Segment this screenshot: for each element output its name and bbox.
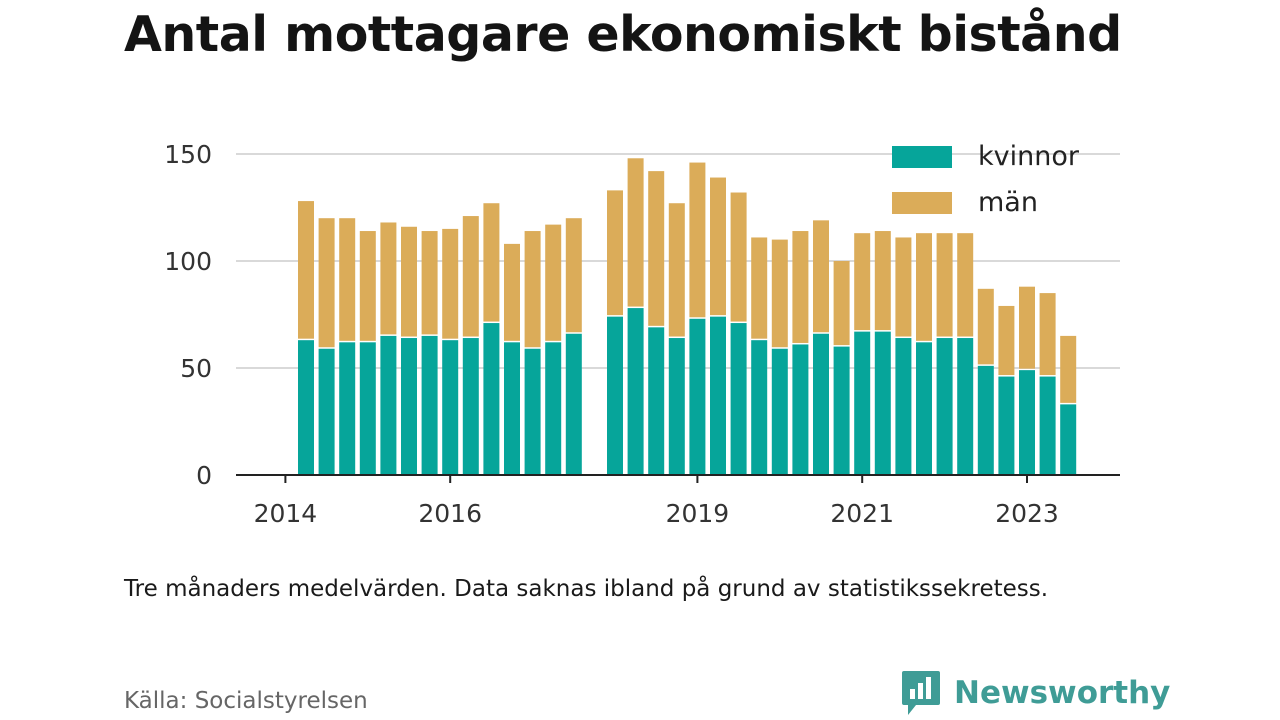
bar-kvinnor (298, 340, 314, 475)
y-tick-labels: 0 50 100 150 (164, 140, 212, 490)
bar-män (998, 305, 1015, 376)
bar-kvinnor (648, 327, 665, 475)
bar-män (318, 218, 335, 348)
bar-kvinnor (936, 338, 953, 475)
bar-kvinnor (627, 308, 644, 475)
bar-kvinnor (1019, 370, 1035, 475)
bar-män (689, 162, 706, 318)
bar-män (565, 218, 582, 333)
bar-män (977, 288, 994, 365)
bar-kvinnor (421, 335, 438, 475)
legend: kvinnor män (892, 141, 1080, 218)
bar-kvinnor (359, 342, 376, 475)
x-tick-label: 2014 (254, 499, 318, 528)
source-label: Källa: Socialstyrelsen (124, 688, 368, 714)
bar-män (710, 177, 726, 316)
bars (298, 158, 1077, 475)
bar-kvinnor (710, 316, 726, 475)
x-tick-label: 2016 (418, 499, 482, 528)
bar-män (483, 203, 500, 322)
bar-kvinnor (607, 316, 623, 475)
bar-kvinnor (957, 338, 974, 475)
chart-note: Tre månaders medelvärden. Data saknas ib… (124, 576, 1049, 602)
bar-kvinnor (483, 323, 500, 475)
x-tick-labels: 2014 2016 2019 2021 2023 (254, 475, 1059, 528)
bar-män (359, 231, 376, 341)
bar-män (771, 239, 788, 348)
bar-kvinnor (689, 318, 706, 475)
brand-name: Newsworthy (954, 675, 1171, 711)
bar-kvinnor (668, 338, 685, 475)
bar-kvinnor (1039, 376, 1056, 475)
bar-män (380, 222, 397, 335)
bar-män (854, 233, 871, 331)
bar-kvinnor (895, 338, 912, 475)
bar-kvinnor (751, 340, 768, 475)
bar-kvinnor (833, 346, 850, 475)
bar-män (504, 243, 520, 341)
bar-män (936, 233, 953, 337)
y-tick-label: 100 (164, 247, 212, 276)
bar-män (627, 158, 644, 307)
bar-män (792, 231, 809, 343)
bar-män (668, 203, 685, 337)
bar-kvinnor (565, 333, 582, 475)
bar-män (813, 220, 829, 333)
bar-kvinnor (318, 348, 335, 475)
bar-män (607, 190, 623, 316)
bar-kvinnor (792, 344, 809, 475)
bar-kvinnor (813, 333, 829, 475)
bar-män (751, 237, 768, 339)
bar-män (401, 226, 417, 337)
bar-män (895, 237, 912, 337)
newsworthy-logo-icon (902, 671, 940, 715)
bar-män (298, 201, 314, 339)
chart-title: Antal mottagare ekonomiskt bistånd (124, 6, 1122, 63)
bar-kvinnor (401, 338, 417, 475)
bar-kvinnor (1060, 404, 1077, 475)
legend-label-kvinnor: kvinnor (978, 141, 1080, 172)
bar-män (916, 233, 932, 341)
bar-män (1019, 286, 1035, 369)
bar-kvinnor (504, 342, 520, 475)
bar-män (421, 231, 438, 335)
y-tick-label: 0 (196, 461, 212, 490)
x-tick-label: 2021 (830, 499, 894, 528)
bar-kvinnor (977, 365, 994, 475)
bar-män (545, 224, 562, 341)
bar-män (524, 231, 541, 348)
bar-män (833, 261, 850, 346)
bar-kvinnor (380, 335, 397, 475)
bar-kvinnor (524, 348, 541, 475)
bar-män (442, 228, 459, 339)
legend-label-män: män (978, 187, 1038, 218)
bar-kvinnor (854, 331, 871, 475)
legend-swatch-män (892, 192, 952, 214)
y-tick-label: 150 (164, 140, 212, 169)
bar-kvinnor (916, 342, 932, 475)
bar-män (1060, 335, 1077, 403)
bar-kvinnor (339, 342, 356, 475)
bar-män (648, 171, 665, 326)
legend-swatch-kvinnor (892, 146, 952, 168)
bar-män (730, 192, 747, 322)
x-tick-label: 2023 (995, 499, 1059, 528)
brand-logo: Newsworthy (900, 668, 1170, 718)
bar-kvinnor (730, 323, 747, 475)
bar-män (462, 216, 479, 337)
bar-kvinnor (442, 340, 459, 475)
bar-kvinnor (462, 338, 479, 475)
bar-män (339, 218, 356, 341)
x-tick-label: 2019 (666, 499, 730, 528)
stacked-bar-chart: 0 50 100 150 2014 2016 2019 2021 2023 kvinnor mä… (164, 140, 1120, 528)
bar-kvinnor (545, 342, 562, 475)
bar-män (1039, 293, 1056, 376)
y-tick-label: 50 (180, 354, 212, 383)
bar-män (874, 231, 891, 331)
bar-kvinnor (998, 376, 1015, 475)
bar-kvinnor (874, 331, 891, 475)
bar-kvinnor (771, 348, 788, 475)
bar-män (957, 233, 974, 337)
